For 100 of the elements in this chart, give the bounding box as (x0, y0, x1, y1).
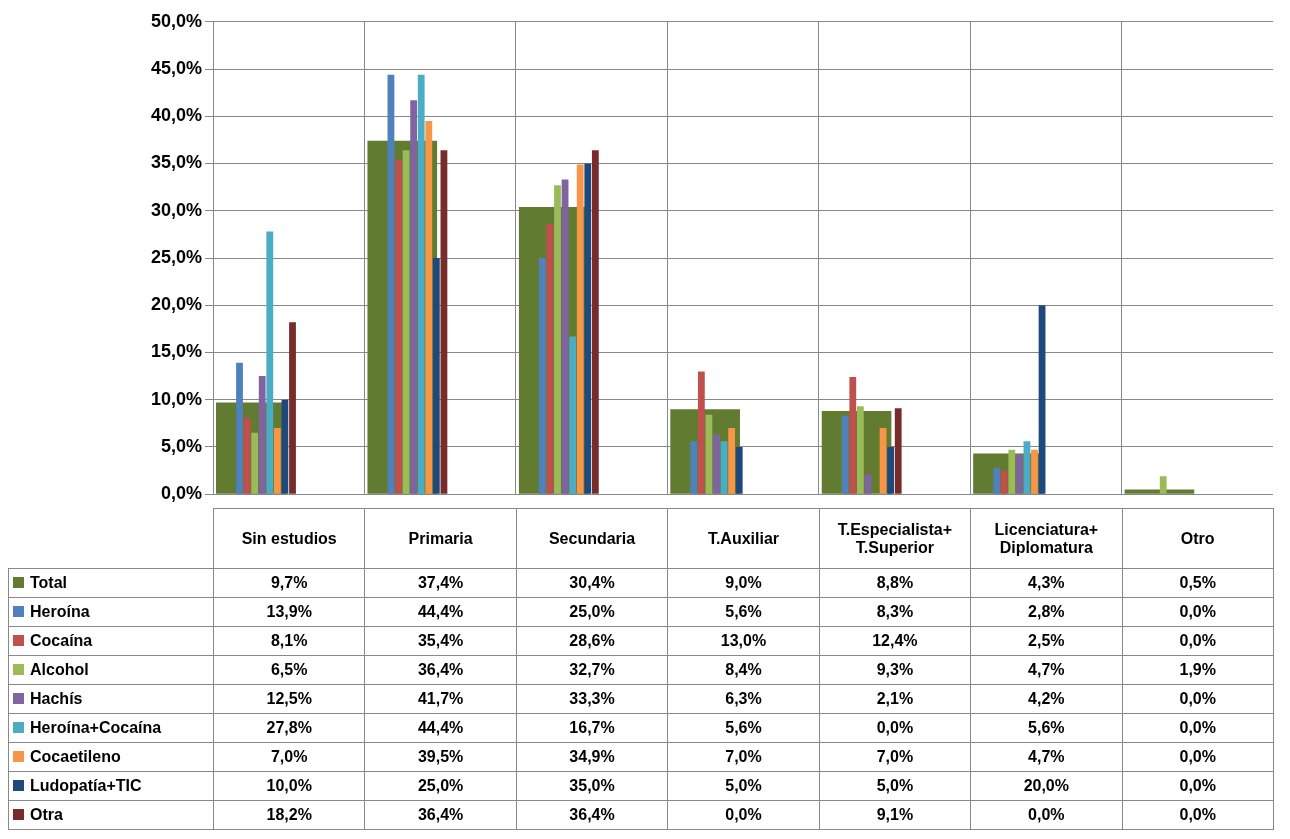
x-tick-label: Licenciatura+ Diplomatura (970, 508, 1123, 569)
data-label: 5,6% (667, 597, 820, 627)
data-label: 44,4% (364, 597, 517, 627)
bar (410, 100, 418, 494)
y-tick-label: 15,0% (150, 341, 202, 362)
bar (266, 231, 274, 494)
bar (236, 362, 243, 494)
legend-label: Total (8, 568, 214, 598)
bar (554, 185, 561, 494)
data-label: 5,0% (819, 771, 971, 801)
data-label: 0,0% (1122, 597, 1274, 627)
bar (849, 377, 857, 494)
x-tick-label: Primaria (364, 508, 517, 569)
bar (728, 428, 736, 494)
legend-label: Cocaína (8, 626, 214, 656)
x-tick-label: Otro (1122, 508, 1274, 569)
data-label: 36,4% (364, 655, 517, 685)
data-label: 35,0% (516, 771, 668, 801)
bar (1008, 449, 1016, 494)
y-tick-label: 0,0% (160, 483, 202, 504)
bar (1015, 454, 1023, 494)
bar (690, 441, 698, 494)
bar (713, 434, 720, 494)
bar (289, 322, 296, 494)
data-label: 13,0% (667, 626, 820, 656)
y-tick-label: 40,0% (150, 105, 202, 126)
data-label: 44,4% (364, 713, 517, 743)
data-label: 30,4% (516, 568, 668, 598)
data-label: 8,3% (819, 597, 971, 627)
data-label: 35,4% (364, 626, 517, 656)
bar (417, 74, 425, 494)
data-label: 25,0% (516, 597, 668, 627)
x-tick-label: T.Auxiliar (667, 508, 820, 569)
data-label: 2,5% (970, 626, 1123, 656)
bar (584, 163, 592, 494)
bar (591, 150, 599, 494)
data-label: 0,0% (1122, 800, 1274, 830)
data-label: 7,0% (667, 742, 820, 772)
data-label: 0,0% (1122, 684, 1274, 714)
data-label: 9,7% (213, 568, 365, 598)
y-tick-label: 20,0% (150, 294, 202, 315)
bar (993, 467, 1001, 494)
data-label: 28,6% (516, 626, 668, 656)
legend-label: Heroína (8, 597, 214, 627)
data-label: 39,5% (364, 742, 517, 772)
bar (538, 258, 546, 494)
data-label: 12,4% (819, 626, 971, 656)
data-label: 4,2% (970, 684, 1123, 714)
data-label: 13,9% (213, 597, 365, 627)
data-label: 0,0% (1122, 713, 1274, 743)
y-tick-label: 50,0% (150, 10, 202, 31)
bar (735, 446, 743, 494)
data-label: 8,4% (667, 655, 820, 685)
data-label: 8,8% (819, 568, 971, 598)
bar (841, 415, 849, 494)
legend-label: Alcohol (8, 655, 214, 685)
x-tick-label: T.Especialista+ T.Superior (819, 508, 971, 569)
data-label: 7,0% (819, 742, 971, 772)
data-label: 4,7% (970, 742, 1123, 772)
data-label: 0,0% (1122, 626, 1274, 656)
data-label: 36,4% (516, 800, 668, 830)
bar (1159, 476, 1167, 494)
bar (864, 474, 872, 494)
data-label: 9,0% (667, 568, 820, 598)
data-label: 10,0% (213, 771, 365, 801)
data-label: 4,7% (970, 655, 1123, 685)
data-label: 0,0% (819, 713, 971, 743)
legend-label: Cocaetileno (8, 742, 214, 772)
legend-label: Heroína+Cocaína (8, 713, 214, 743)
bar (1031, 449, 1038, 494)
data-label: 5,6% (970, 713, 1123, 743)
data-label: 37,4% (364, 568, 517, 598)
data-label: 33,3% (516, 684, 668, 714)
bar (425, 121, 433, 494)
data-label: 0,0% (970, 800, 1123, 830)
y-tick-label: 25,0% (150, 246, 202, 267)
bar (1000, 470, 1008, 494)
data-label: 0,5% (1122, 568, 1274, 598)
bar (258, 376, 266, 494)
y-tick-label: 45,0% (150, 58, 202, 79)
data-label: 9,1% (819, 800, 971, 830)
data-label: 7,0% (213, 742, 365, 772)
data-label: 2,8% (970, 597, 1123, 627)
bar (395, 159, 402, 494)
x-tick-label: Secundaria (516, 508, 668, 569)
bar (894, 408, 902, 494)
y-tick-label: 35,0% (150, 152, 202, 173)
data-label: 6,5% (213, 655, 365, 685)
data-label: 6,3% (667, 684, 820, 714)
bar (251, 432, 259, 494)
legend-label: Otra (8, 800, 214, 830)
bar (887, 446, 895, 494)
data-label: 2,1% (819, 684, 971, 714)
y-tick-label: 5,0% (160, 435, 202, 456)
data-label: 12,5% (213, 684, 365, 714)
bar (856, 406, 864, 494)
data-label: 5,0% (667, 771, 820, 801)
data-label: 20,0% (970, 771, 1123, 801)
data-label: 5,6% (667, 713, 820, 743)
data-label: 0,0% (1122, 742, 1274, 772)
